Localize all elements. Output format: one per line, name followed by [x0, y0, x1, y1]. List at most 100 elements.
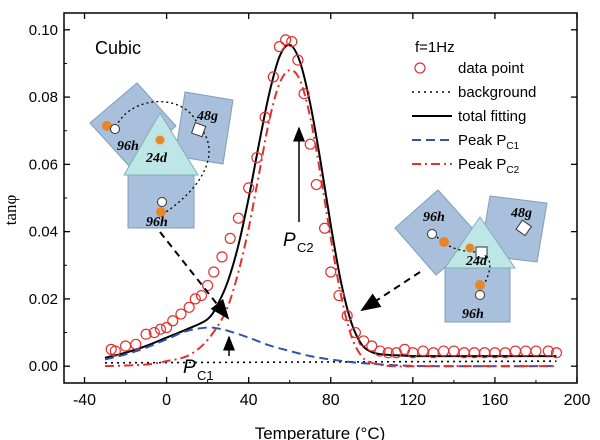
- data-point: [292, 54, 304, 66]
- x-tick-label: 120: [399, 392, 426, 409]
- y-tick-label: 0.10: [29, 22, 58, 39]
- inset-left-label-96h-top: 96h: [117, 139, 139, 154]
- data-point: [448, 345, 460, 357]
- data-point: [148, 326, 160, 339]
- y-tick-label: 0.04: [29, 224, 58, 241]
- inset-right-ion-1: [439, 237, 449, 247]
- data-point: [243, 182, 255, 194]
- data-point: [140, 328, 152, 340]
- legend-label-data-point: data point: [458, 60, 525, 77]
- x-tick-label: -40: [73, 392, 96, 409]
- legend-marker-data-point: [414, 62, 426, 74]
- inset-left-vacancy-2: [157, 197, 167, 207]
- y-tick-label: 0.08: [29, 89, 58, 106]
- series-peak-pc2-line: [104, 69, 557, 368]
- data-point: [208, 266, 220, 278]
- data-point: [119, 340, 132, 352]
- legend-title: f=1Hz: [415, 39, 455, 56]
- inset-right-label-96h-bottom: 96h: [462, 307, 484, 322]
- y-tick-label: 0.02: [29, 291, 58, 308]
- inset-right-label-24d: 24d: [465, 254, 488, 269]
- y-tick-label: 0.06: [29, 156, 58, 173]
- data-point: [202, 279, 214, 292]
- data-point: [438, 345, 450, 357]
- inset-left-ion-1: [102, 121, 112, 131]
- inset-left-ion-2: [156, 207, 166, 217]
- data-point: [154, 323, 167, 335]
- legend: f=1Hz data point background total fitting P…: [412, 39, 536, 176]
- data-point: [310, 178, 322, 191]
- inset-right-label-48g: 48g: [510, 206, 532, 221]
- data-point: [357, 335, 370, 347]
- data-point: [366, 340, 378, 352]
- annotation-pc1: P C1: [183, 357, 214, 383]
- data-point: [520, 345, 532, 357]
- inset-right-vacancy-1: [427, 229, 437, 239]
- data-point: [175, 308, 187, 320]
- inset-right-center-site: [475, 246, 488, 259]
- data-point: [550, 347, 563, 359]
- inset-right-triangle: [444, 216, 516, 269]
- data-point: [183, 301, 195, 313]
- annotation-pc2-text: P: [283, 230, 296, 251]
- data-point: [286, 35, 298, 48]
- data-point: [349, 326, 361, 339]
- data-point: [232, 212, 245, 224]
- data-point: [251, 152, 263, 164]
- data-point: [195, 289, 208, 302]
- data-point: [333, 289, 345, 302]
- x-tick-label: 200: [564, 392, 591, 409]
- inset-left-48g-site: [190, 122, 207, 138]
- data-point: [109, 345, 121, 357]
- inset-left-panel-topleft: [89, 82, 177, 167]
- annotation-pc1-subscript: C1: [197, 368, 214, 383]
- arrow-inset-left-to-pc1: [159, 231, 230, 320]
- legend-label-total-fitting: total fitting: [458, 108, 526, 125]
- data-point: [224, 232, 236, 244]
- inset-left-label-96h-bottom: 96h: [146, 215, 168, 230]
- data-point: [341, 310, 353, 322]
- data-point: [298, 88, 310, 100]
- inset-right-ion-24d: [465, 243, 475, 253]
- inset-left-label-48g: 48g: [196, 109, 218, 124]
- x-tick-label: 80: [322, 392, 340, 409]
- data-point: [382, 347, 394, 359]
- series-background-line: [105, 360, 557, 364]
- data-point: [130, 338, 142, 350]
- series-total-fitting-line: [104, 43, 557, 359]
- legend-label-peak-pc1: Peak PC1: [458, 132, 520, 152]
- data-point: [509, 345, 522, 357]
- panel-label: Cubic: [95, 38, 141, 58]
- x-tick-label: 40: [240, 392, 258, 409]
- series-peak-pc1-line: [104, 326, 557, 368]
- data-point: [167, 315, 179, 327]
- data-point: [325, 266, 337, 278]
- inset-right-48g-site: [515, 219, 533, 237]
- inset-right-diagram: 96h 48g 24d 96h: [394, 189, 548, 323]
- data-point: [374, 345, 386, 357]
- inset-right-ion-2: [475, 280, 485, 290]
- inset-left-diagram: 48g 24d 96h 96h: [89, 82, 234, 230]
- inset-right-label-96h-top: 96h: [423, 210, 445, 225]
- data-point: [530, 345, 542, 357]
- legend-label-peak-pc2: Peak PC2: [458, 156, 520, 176]
- legend-subscript: C2: [506, 165, 519, 176]
- inset-right-vacancy-2: [475, 290, 485, 300]
- data-point: [161, 321, 173, 334]
- inset-left-label-24d: 24d: [145, 151, 168, 166]
- annotation-pc1-text: P: [183, 357, 196, 378]
- y-axis-label: tanφ: [1, 195, 20, 226]
- data-point: [259, 111, 271, 123]
- data-point: [542, 345, 554, 357]
- data-point: [417, 345, 429, 357]
- data-point: [273, 41, 286, 53]
- arrow-inset-right-to-curve: [360, 271, 421, 312]
- legend-subscript: C1: [506, 141, 519, 152]
- data-point: [304, 138, 316, 150]
- inset-left-ion-24d: [155, 135, 165, 145]
- data-point: [280, 34, 292, 46]
- x-tick-label: 160: [482, 392, 509, 409]
- annotation-pc2: P C2: [283, 230, 314, 255]
- data-point: [319, 222, 331, 234]
